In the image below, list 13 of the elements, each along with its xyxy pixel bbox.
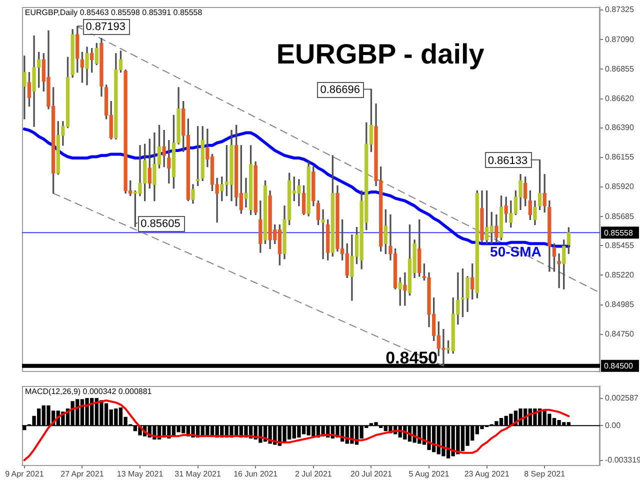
x-tick-label: 13 May 2021 [116,469,164,478]
x-tick-label: 8 Sep 2021 [524,469,566,478]
x-tick-label: 20 Jul 2021 [350,469,392,478]
x-tick-label: 27 Apr 2021 [60,469,104,478]
x-tick-label: 9 Apr 2021 [5,469,44,478]
x-tick-label: 5 Aug 2021 [408,469,450,478]
x-tick-label: 31 May 2021 [174,469,222,478]
chart-title: MACD(12,26,9) 0.000342 0.000881 [25,387,152,396]
y-tick-label: 0.002587 [605,394,639,403]
y-tick-label: 0.00 [605,420,622,430]
x-tick-label: 16 Jun 2021 [234,469,278,478]
x-tick-label: 23 Aug 2021 [464,469,510,478]
x-tick-label: 2 Jul 2021 [294,469,332,478]
